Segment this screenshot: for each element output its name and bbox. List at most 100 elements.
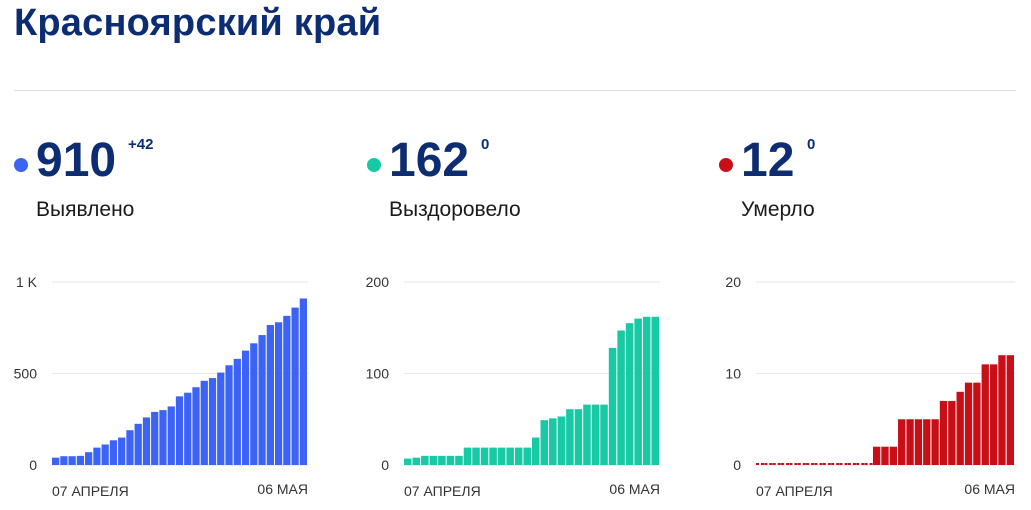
y-tick-label: 0 [381,457,389,473]
bar[interactable] [617,330,625,465]
bar[interactable] [192,387,200,465]
bar[interactable] [118,437,126,465]
bar[interactable] [642,316,651,465]
stat-value: 12 [741,134,795,187]
stat-label: Выздоровело [389,198,521,221]
bar[interactable] [438,455,446,465]
bar[interactable] [429,455,438,465]
bar[interactable] [225,365,233,465]
bar[interactable] [898,419,906,465]
bar[interactable] [85,452,93,465]
bar[interactable] [889,446,898,465]
bar[interactable] [250,343,258,465]
bar[interactable] [126,430,134,465]
bar[interactable] [266,325,274,465]
bar[interactable] [600,404,608,465]
bar[interactable] [404,458,412,465]
recovered-dot-icon [367,158,381,172]
bar[interactable] [480,447,489,465]
x-start-label: 07 АПРЕЛЯ [404,483,481,499]
bar[interactable] [872,446,881,465]
bar[interactable] [914,419,923,465]
bar[interactable] [998,355,1006,465]
bar[interactable] [76,455,85,465]
bar[interactable] [134,423,142,465]
bar[interactable] [956,391,964,465]
bar[interactable] [175,396,184,465]
bar[interactable] [299,298,307,465]
bar[interactable] [931,419,939,465]
bar[interactable] [964,382,973,465]
bar[interactable] [651,316,659,465]
bar[interactable] [540,420,549,465]
bar[interactable] [93,447,101,465]
bar[interactable] [973,382,981,465]
bar[interactable] [634,318,642,465]
stat-value: 162 [389,134,470,187]
x-start-label: 07 АПРЕЛЯ [756,483,833,499]
bar[interactable] [923,419,931,465]
bar[interactable] [514,447,523,465]
y-tick-label: 500 [14,366,38,382]
bar[interactable] [455,455,463,465]
bar[interactable] [472,447,480,465]
x-start-label: 07 АПРЕЛЯ [52,483,129,499]
bar[interactable] [421,455,429,465]
detected-dot-icon [14,158,28,172]
bar[interactable] [549,418,557,465]
stat-label: Выявлено [36,198,135,221]
chart-detected: 0 500 1 K 07 АПРЕЛЯ 06 МАЯ [14,274,308,499]
bar[interactable] [881,446,889,465]
bar[interactable] [142,417,151,465]
bar[interactable] [68,456,76,465]
bar[interactable] [1006,355,1014,465]
y-tick-label: 100 [366,366,390,382]
bar[interactable] [151,411,159,465]
bar[interactable] [52,457,60,465]
bar[interactable] [989,364,998,465]
bar[interactable] [497,447,506,465]
bar[interactable] [583,404,591,465]
bar[interactable] [184,392,192,465]
bar[interactable] [109,440,118,465]
bar[interactable] [608,347,617,465]
y-tick-label: 0 [29,457,37,473]
deaths-dot-icon [719,158,733,172]
bar[interactable] [948,400,956,465]
bar[interactable] [208,378,217,465]
bar[interactable] [906,419,914,465]
bar[interactable] [463,447,472,465]
bar[interactable] [446,455,455,465]
bar[interactable] [566,409,574,465]
bar[interactable] [283,315,291,465]
y-tick-label: 10 [725,366,741,382]
bar[interactable] [412,457,421,465]
bar[interactable] [101,444,109,465]
bar[interactable] [574,409,583,465]
bar[interactable] [591,404,600,465]
bar[interactable] [274,322,283,465]
bar[interactable] [258,335,266,465]
bar[interactable] [557,416,566,465]
bar[interactable] [159,410,167,465]
chart-recovered: 0 100 200 07 АПРЕЛЯ 06 МАЯ [366,274,660,499]
bar[interactable] [217,372,225,465]
bar[interactable] [200,380,208,465]
bar[interactable] [625,323,634,465]
bar[interactable] [241,350,250,465]
bar[interactable] [981,364,989,465]
bar[interactable] [532,437,540,465]
bar[interactable] [233,358,241,465]
bar[interactable] [523,447,531,465]
bar[interactable] [506,447,514,465]
stat-delta: 0 [807,136,816,153]
stat-delta: +42 [128,136,154,153]
bar[interactable] [167,406,175,465]
bar[interactable] [291,307,299,465]
bar[interactable] [939,400,948,465]
x-end-label: 06 МАЯ [609,481,660,497]
y-tick-label: 0 [733,457,741,473]
bar[interactable] [489,447,497,465]
bar[interactable] [60,456,68,465]
chart-deaths: 0 10 20 07 АПРЕЛЯ 06 МАЯ [725,274,1015,499]
